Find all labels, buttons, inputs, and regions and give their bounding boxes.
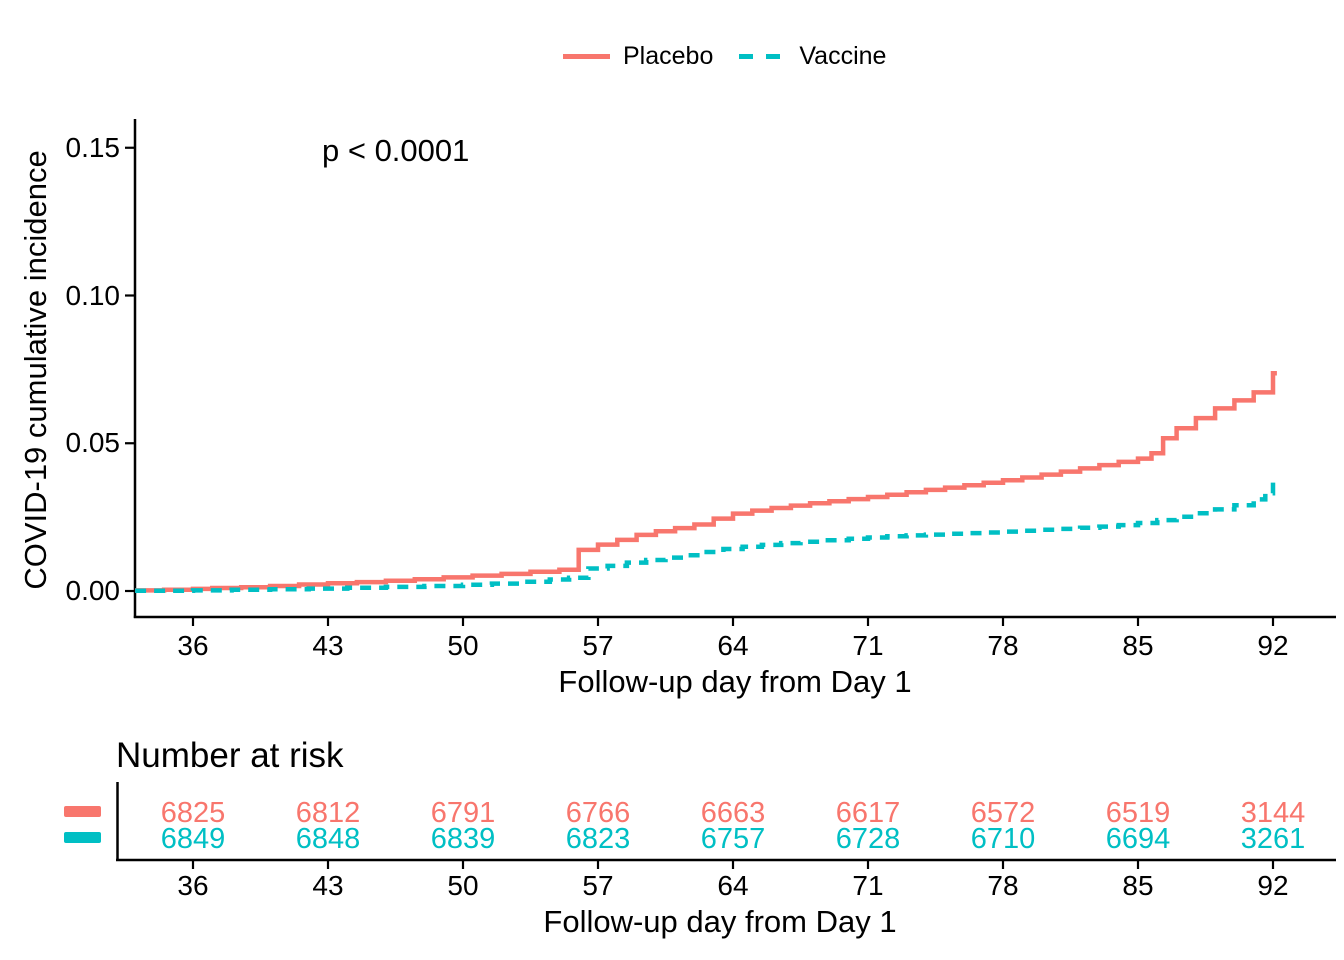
risk-value-placebo: 6572 xyxy=(970,797,1036,829)
x-tick-label: 71 xyxy=(852,630,884,661)
risk-table-x-tick-label: 57 xyxy=(582,870,614,901)
risk-table-x-tick-label: 92 xyxy=(1257,870,1289,901)
risk-value-placebo: 6812 xyxy=(295,797,361,829)
x-axis-title: Follow-up day from Day 1 xyxy=(558,664,912,699)
x-tick-label: 85 xyxy=(1122,630,1154,661)
risk-table-x-tick-label: 85 xyxy=(1122,870,1154,901)
risk-value-vaccine: 6823 xyxy=(565,823,631,855)
y-axis-title: COVID-19 cumulative incidence xyxy=(18,150,53,590)
p-value-annotation: p < 0.0001 xyxy=(322,133,470,168)
x-tick-label: 43 xyxy=(312,630,344,661)
legend-label-placebo: Placebo xyxy=(623,42,714,70)
risk-row-key-placebo-icon xyxy=(64,806,101,817)
risk-table-x-tick-label: 50 xyxy=(447,870,479,901)
legend-item-placebo: Placebo xyxy=(563,41,713,71)
risk-value-vaccine: 6848 xyxy=(295,823,361,855)
risk-table-title: Number at risk xyxy=(116,736,344,775)
placebo-solid-line-key-icon xyxy=(563,53,610,59)
risk-table-x-tick-label: 64 xyxy=(717,870,749,901)
legend: Placebo Vaccine xyxy=(563,41,886,71)
risk-table-x-tick-label: 43 xyxy=(312,870,344,901)
risk-value-vaccine: 6694 xyxy=(1105,823,1171,855)
risk-value-vaccine: 6728 xyxy=(835,823,901,855)
risk-value-placebo: 6791 xyxy=(430,797,496,829)
risk-table-x-tick-label: 78 xyxy=(987,870,1019,901)
risk-value-vaccine: 6710 xyxy=(970,823,1036,855)
risk-table-x-tick-label: 71 xyxy=(852,870,884,901)
risk-value-vaccine: 3261 xyxy=(1240,823,1306,855)
y-tick-label: 0.00 xyxy=(65,575,121,606)
x-tick-label: 57 xyxy=(582,630,614,661)
risk-value-placebo: 6617 xyxy=(835,797,901,829)
risk-row-key-vaccine-icon xyxy=(64,832,101,843)
x-tick-label: 50 xyxy=(447,630,479,661)
y-tick-label: 0.15 xyxy=(65,131,121,163)
legend-item-vaccine: Vaccine xyxy=(739,41,886,71)
x-tick-label: 64 xyxy=(717,630,749,661)
risk-table-x-axis-title: Follow-up day from Day 1 xyxy=(543,904,897,939)
x-tick-label: 36 xyxy=(177,630,209,661)
risk-value-placebo: 6766 xyxy=(565,797,631,829)
risk-value-placebo: 6663 xyxy=(700,797,766,829)
vaccine-curve xyxy=(135,479,1277,593)
y-tick-label: 0.05 xyxy=(65,427,121,459)
placebo-curve xyxy=(135,370,1277,593)
risk-value-vaccine: 6757 xyxy=(700,823,766,855)
risk-value-placebo: 3144 xyxy=(1240,797,1306,829)
legend-label-vaccine: Vaccine xyxy=(799,42,887,70)
x-tick-label: 92 xyxy=(1257,630,1289,661)
risk-table-x-tick-label: 36 xyxy=(177,870,209,901)
risk-value-vaccine: 6849 xyxy=(160,823,226,855)
vaccine-dashed-line-key-icon xyxy=(739,53,787,59)
risk-value-placebo: 6825 xyxy=(160,797,226,829)
risk-value-placebo: 6519 xyxy=(1105,797,1171,829)
risk-value-vaccine: 6839 xyxy=(430,823,496,855)
x-tick-label: 78 xyxy=(987,630,1019,661)
y-tick-label: 0.10 xyxy=(65,279,121,311)
